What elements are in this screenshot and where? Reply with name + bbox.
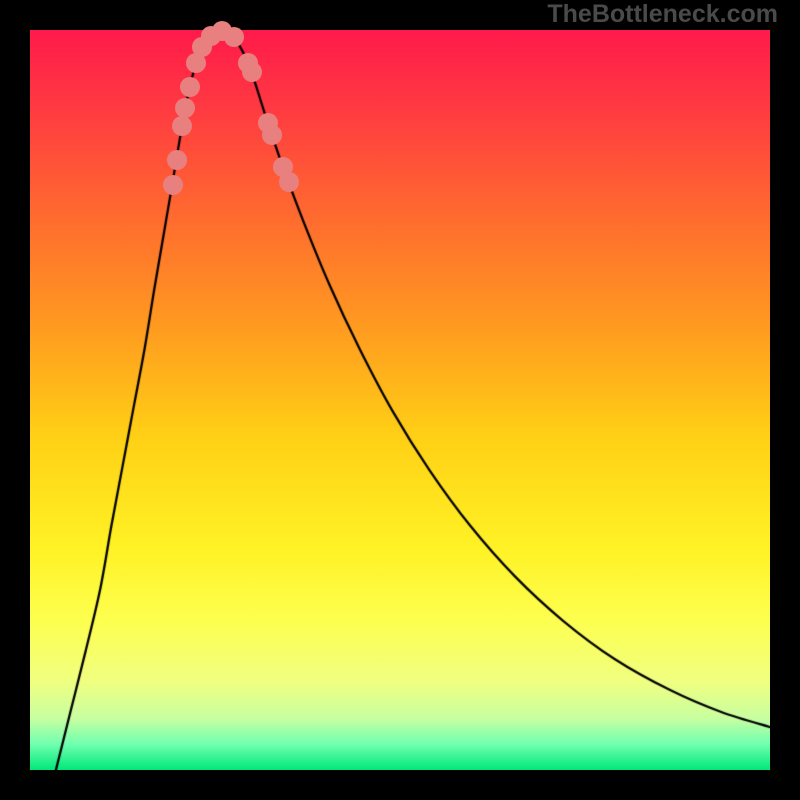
watermark-text: TheBottleneck.com xyxy=(547,0,778,29)
plot-gradient-area xyxy=(30,30,770,770)
data-marker xyxy=(242,62,262,82)
curve-canvas xyxy=(30,30,770,770)
chart-root: TheBottleneck.com xyxy=(0,0,800,800)
data-marker xyxy=(180,77,200,97)
data-marker xyxy=(167,150,187,170)
data-marker xyxy=(172,116,192,136)
data-marker xyxy=(262,125,282,145)
data-marker xyxy=(175,98,195,118)
data-marker xyxy=(163,175,183,195)
data-marker xyxy=(279,172,299,192)
data-marker xyxy=(224,27,244,47)
